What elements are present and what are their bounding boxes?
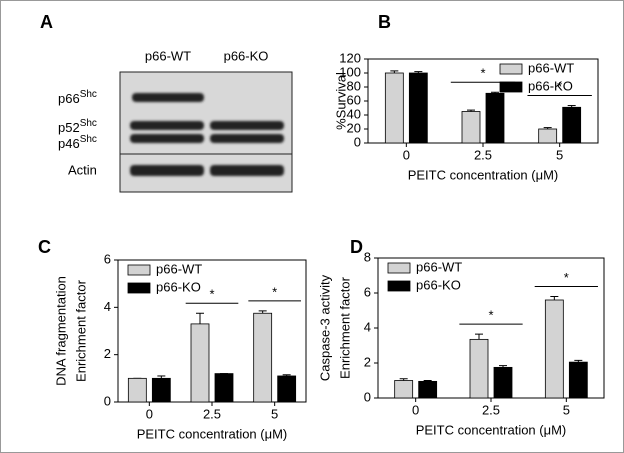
x-tick-label: 5 xyxy=(271,406,278,421)
y-tick-label: 0 xyxy=(104,393,111,408)
legend-swatch xyxy=(387,280,411,292)
bar xyxy=(538,128,558,144)
y-axis-label: Caspase-3 activity xyxy=(317,274,332,381)
legend-swatch xyxy=(499,81,523,93)
panel-label: C xyxy=(38,237,51,257)
bar xyxy=(394,380,414,399)
band xyxy=(210,121,284,130)
y-tick-label: 2 xyxy=(364,354,371,369)
row-label: p52Shc xyxy=(58,118,97,136)
bar xyxy=(568,361,588,399)
y-tick-label: 40 xyxy=(347,106,361,121)
legend-swatch xyxy=(499,63,523,75)
legend-label: p66-WT xyxy=(156,261,202,276)
legend-label: p66-WT xyxy=(416,259,462,274)
y-tick-label: 0 xyxy=(364,389,371,404)
bar xyxy=(253,312,273,403)
band xyxy=(210,134,284,143)
y-tick-label: 2 xyxy=(104,346,111,361)
bar xyxy=(384,72,404,144)
x-tick-label: 0 xyxy=(146,406,153,421)
band xyxy=(130,165,204,176)
row-label: Actin xyxy=(68,162,97,177)
bar xyxy=(127,377,147,403)
x-tick-label: 5 xyxy=(563,402,570,417)
y-tick-label: 60 xyxy=(347,92,361,107)
y-tick-label: 4 xyxy=(364,319,371,334)
blot-bands xyxy=(130,93,284,176)
legend-label: p66-KO xyxy=(528,78,573,93)
band xyxy=(130,134,204,143)
y-axis-label: %Survival xyxy=(333,72,348,130)
significance-mark: * xyxy=(557,79,562,94)
x-axis-label: PEITC concentration (μM) xyxy=(408,167,559,182)
column-label: p66-WT xyxy=(145,48,191,63)
bar xyxy=(461,111,481,144)
bar xyxy=(190,323,210,403)
bar xyxy=(469,338,489,399)
bar xyxy=(214,373,234,403)
row-label: p66Shc xyxy=(58,89,97,107)
y-tick-label: 8 xyxy=(364,249,371,264)
x-tick-label: 0 xyxy=(412,402,419,417)
legend-label: p66-KO xyxy=(156,279,201,294)
significance-mark: * xyxy=(564,270,569,285)
y-tick-label: 4 xyxy=(104,299,111,314)
panel-label: B xyxy=(378,12,391,32)
band xyxy=(132,93,204,102)
y-tick-label: 0 xyxy=(354,134,361,149)
band xyxy=(130,121,204,130)
y-tick-label: 20 xyxy=(347,120,361,135)
y-tick-label: 120 xyxy=(339,50,361,65)
bar xyxy=(408,72,428,144)
bar xyxy=(485,92,505,144)
x-axis-label: PEITC concentration (μM) xyxy=(416,422,567,437)
significance-mark: * xyxy=(488,308,493,323)
bar xyxy=(277,375,297,403)
legend-swatch xyxy=(127,282,151,294)
x-tick-label: 2.5 xyxy=(203,406,221,421)
y-tick-label: 100 xyxy=(339,64,361,79)
significance-mark: * xyxy=(209,287,214,302)
legend-label: p66-WT xyxy=(528,60,574,75)
significance-mark: * xyxy=(272,284,277,299)
y-axis-label: Enrichment factor xyxy=(73,279,88,382)
legend-label: p66-KO xyxy=(416,277,461,292)
y-tick-label: 6 xyxy=(364,284,371,299)
bar xyxy=(493,366,513,399)
panel-label: A xyxy=(40,12,53,32)
x-tick-label: 2.5 xyxy=(482,402,500,417)
column-label: p66-KO xyxy=(224,48,269,63)
bar xyxy=(418,380,438,399)
y-tick-label: 6 xyxy=(104,251,111,266)
y-axis-label: DNA fragmentation xyxy=(53,276,68,386)
bar xyxy=(151,377,171,403)
row-label: p46Shc xyxy=(58,134,97,152)
y-tick-label: 80 xyxy=(347,78,361,93)
x-tick-label: 0 xyxy=(403,147,410,162)
legend-swatch xyxy=(387,262,411,274)
band xyxy=(210,165,284,176)
y-axis-label: Enrichment factor xyxy=(337,276,352,379)
bar xyxy=(562,106,582,144)
x-tick-label: 2.5 xyxy=(474,147,492,162)
significance-mark: * xyxy=(480,66,485,81)
bar xyxy=(544,299,564,399)
x-axis-label: PEITC concentration (μM) xyxy=(137,426,288,441)
panel-label: D xyxy=(350,237,363,257)
x-tick-label: 5 xyxy=(556,147,563,162)
legend-swatch xyxy=(127,264,151,276)
